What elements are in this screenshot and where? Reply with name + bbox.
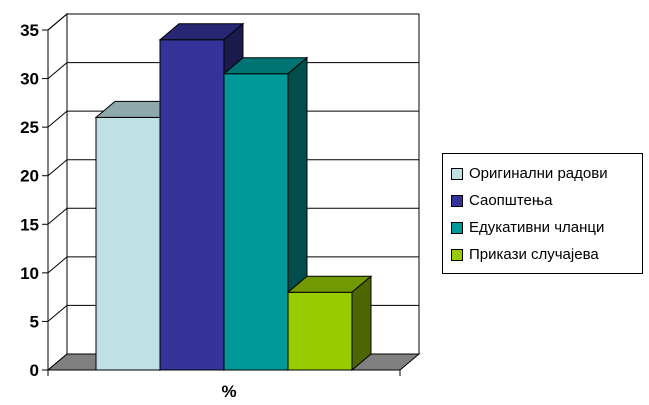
legend-item: Оригинални радови [451,160,642,187]
legend-label: Саопштења [469,192,553,209]
y-tick-label: 10 [20,264,39,283]
bar-front [95,116,161,371]
y-tick-label: 20 [20,167,39,186]
bars [94,22,373,372]
bar-front [223,73,289,371]
legend: Оригинални радови Саопштења Едукативни ч… [442,153,643,274]
legend-item: Саопштења [451,187,642,214]
bar-front [159,39,225,371]
legend-swatch [451,194,463,207]
legend-item: Едукативни чланци [451,214,642,241]
y-tick-label: 30 [20,70,39,89]
y-tick-labels: 0 5 10 15 20 25 30 35 [20,21,39,380]
bar-front [287,291,353,371]
axes [42,29,401,376]
x-category-label: % [221,382,236,401]
y-tick-label: 35 [20,21,39,40]
bar-side [351,275,372,372]
bar [286,275,373,372]
y-tick-label: 5 [30,312,39,331]
y-tick-label: 15 [20,215,39,234]
y-tick-label: 25 [20,118,39,137]
legend-swatch [451,221,463,234]
y-tick-label: 0 [30,361,39,380]
legend-swatch [451,167,463,180]
side-wall [47,12,68,372]
legend-label: Едукативни чланци [469,219,605,236]
legend-item: Прикази случајева [451,241,642,268]
gridline [47,13,419,31]
legend-label: Прикази случајева [469,246,599,263]
legend-label: Оригинални радови [469,165,608,182]
legend-swatch [451,248,463,261]
